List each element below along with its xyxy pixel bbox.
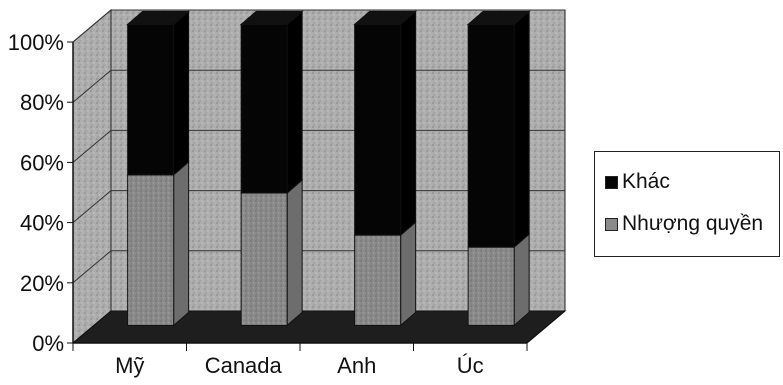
legend-swatch-nhuong-quyen <box>605 218 618 231</box>
x-tick-label: Mỹ <box>115 353 144 378</box>
bar-Nhượng quyền-Úc <box>467 246 515 326</box>
y-tick-label: 0% <box>32 331 64 356</box>
bar-Khác-Mỹ <box>127 23 175 176</box>
bar-side-Khác-Anh <box>400 10 417 237</box>
x-tick-label: Anh <box>337 353 376 378</box>
bar-Nhượng quyền-Canada <box>240 192 288 326</box>
bar-side-Nhượng quyền-Canada <box>286 178 303 327</box>
gridline <box>72 9 565 43</box>
y-tick-label: 40% <box>20 211 64 236</box>
floor-edge <box>526 310 566 344</box>
bar-top-Anh <box>353 10 417 25</box>
legend-label-nhuong-quyen: Nhượng quyền <box>622 212 764 235</box>
bar-Khác-Úc <box>467 23 515 248</box>
side-wall <box>72 8 112 345</box>
bar-side-Nhượng quyền-Mỹ <box>173 160 190 327</box>
x-tick-label: Canada <box>205 353 283 378</box>
bar-Khác-Anh <box>354 23 402 236</box>
bar-Nhượng quyền-Anh <box>354 234 402 326</box>
legend-item-nhuong-quyen: Nhượng quyền <box>605 212 763 236</box>
legend-label-khac: Khác <box>622 170 670 193</box>
legend: Khác Nhượng quyền <box>594 151 780 257</box>
bar-side-Khác-Mỹ <box>173 10 190 176</box>
bar-top-Canada <box>239 10 304 25</box>
legend-item-khac: Khác <box>605 170 670 194</box>
bar-Khác-Canada <box>240 23 288 194</box>
bar-side-Nhượng quyền-Úc <box>513 233 530 327</box>
bar-side-Khác-Úc <box>513 10 530 249</box>
x-tick-label: Úc <box>457 353 484 378</box>
y-tick-label: 100% <box>8 30 64 55</box>
bar-top-Úc <box>466 10 531 25</box>
bar-Nhượng quyền-Mỹ <box>127 174 175 326</box>
y-tick-label: 80% <box>20 90 64 115</box>
bar-side-Nhượng quyền-Anh <box>400 221 417 327</box>
y-tick-label: 20% <box>20 271 64 296</box>
bar-side-Khác-Canada <box>286 10 303 195</box>
y-tick-label: 60% <box>20 150 64 175</box>
legend-swatch-khac <box>605 176 618 189</box>
bar-top-Mỹ <box>126 10 190 25</box>
